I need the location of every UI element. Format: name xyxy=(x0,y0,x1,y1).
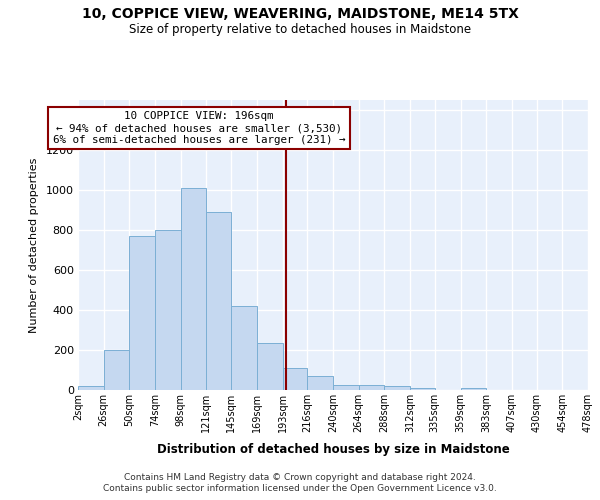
Bar xyxy=(461,388,486,390)
Bar xyxy=(410,388,435,390)
Text: Contains public sector information licensed under the Open Government Licence v3: Contains public sector information licen… xyxy=(103,484,497,493)
Text: 10 COPPICE VIEW: 196sqm
← 94% of detached houses are smaller (3,530)
6% of semi-: 10 COPPICE VIEW: 196sqm ← 94% of detache… xyxy=(53,112,346,144)
Bar xyxy=(104,350,130,390)
Bar xyxy=(283,368,307,390)
Text: Size of property relative to detached houses in Maidstone: Size of property relative to detached ho… xyxy=(129,22,471,36)
Bar xyxy=(231,306,257,390)
Text: Distribution of detached houses by size in Maidstone: Distribution of detached houses by size … xyxy=(157,442,509,456)
Text: 10, COPPICE VIEW, WEAVERING, MAIDSTONE, ME14 5TX: 10, COPPICE VIEW, WEAVERING, MAIDSTONE, … xyxy=(82,8,518,22)
Bar xyxy=(307,376,333,390)
Bar xyxy=(333,385,359,390)
Bar xyxy=(257,343,283,390)
Text: Contains HM Land Registry data © Crown copyright and database right 2024.: Contains HM Land Registry data © Crown c… xyxy=(124,472,476,482)
Bar xyxy=(130,236,155,390)
Bar xyxy=(205,212,231,390)
Bar xyxy=(155,230,181,390)
Y-axis label: Number of detached properties: Number of detached properties xyxy=(29,158,39,332)
Bar xyxy=(385,386,410,390)
Bar xyxy=(359,385,385,390)
Bar xyxy=(181,188,205,390)
Bar xyxy=(78,386,104,390)
